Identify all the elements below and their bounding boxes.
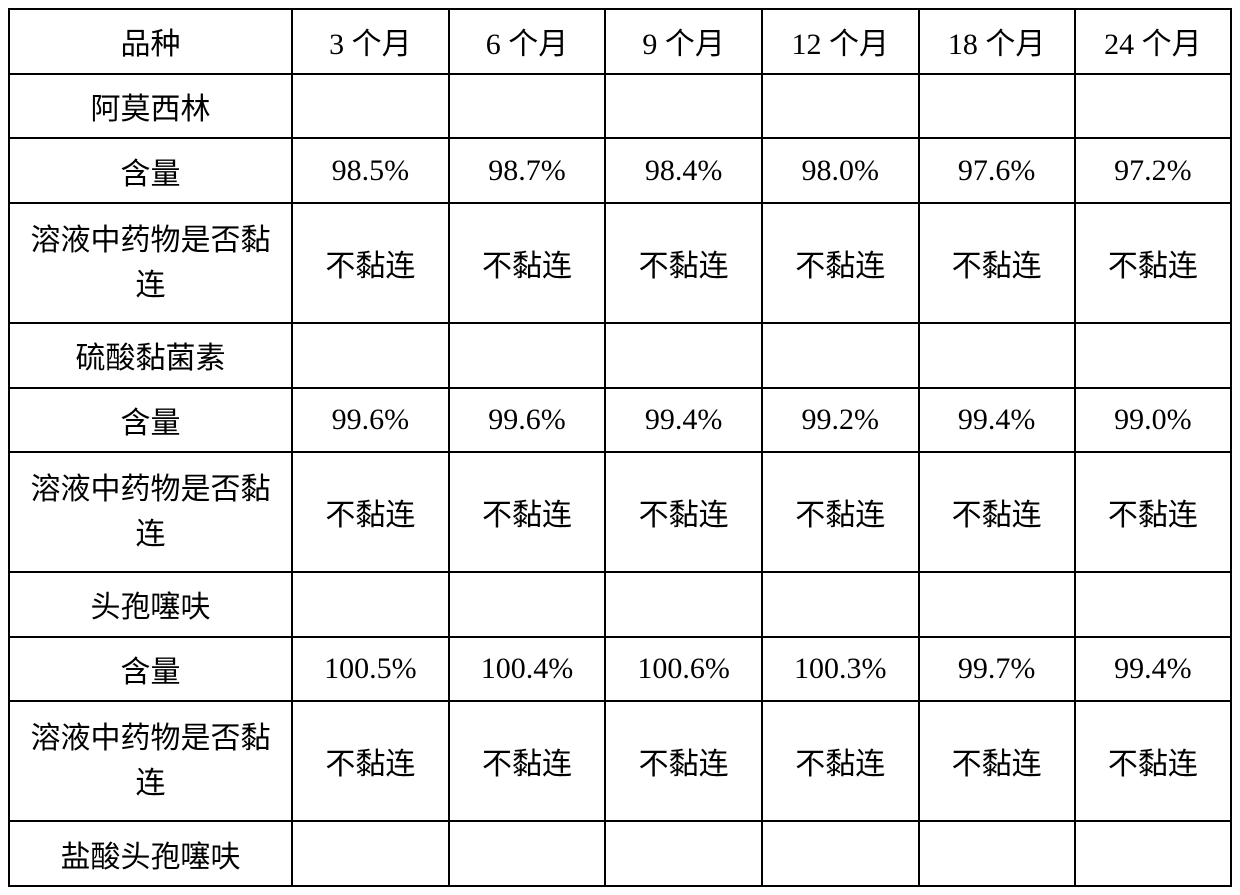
table-cell: 不黏连 [1075, 701, 1231, 821]
table-cell: 不黏连 [292, 203, 449, 323]
table-cell: 不黏连 [449, 203, 606, 323]
table-cell: 不黏连 [292, 701, 449, 821]
row-label: 盐酸头孢噻呋 [9, 821, 292, 886]
table-cell: 100.6% [605, 637, 762, 702]
table-cell: 97.2% [1075, 138, 1231, 203]
table-cell: 97.6% [919, 138, 1075, 203]
table-cell [292, 821, 449, 886]
table-cell: 99.4% [919, 388, 1075, 453]
table-cell: 不黏连 [292, 452, 449, 572]
table-cell [919, 821, 1075, 886]
table-row: 阿莫西林 [9, 74, 1231, 139]
table-row: 头孢噻呋 [9, 572, 1231, 637]
table-cell: 不黏连 [762, 452, 919, 572]
row-label: 含量 [9, 388, 292, 453]
header-variety: 品种 [9, 9, 292, 74]
table-cell: 不黏连 [1075, 452, 1231, 572]
header-18month: 18 个月 [919, 9, 1075, 74]
table-cell [1075, 821, 1231, 886]
table-cell [605, 74, 762, 139]
row-label: 含量 [9, 637, 292, 702]
table-cell [605, 572, 762, 637]
table-cell: 99.7% [919, 637, 1075, 702]
table-cell: 100.5% [292, 637, 449, 702]
table-cell [919, 323, 1075, 388]
table-row: 含量 98.5% 98.7% 98.4% 98.0% 97.6% 97.2% [9, 138, 1231, 203]
table-row: 溶液中药物是否黏连 不黏连 不黏连 不黏连 不黏连 不黏连 不黏连 [9, 203, 1231, 323]
table-cell: 不黏连 [449, 701, 606, 821]
table-header-row: 品种 3 个月 6 个月 9 个月 12 个月 18 个月 24 个月 [9, 9, 1231, 74]
header-12month: 12 个月 [762, 9, 919, 74]
table-cell [762, 821, 919, 886]
table-cell [449, 821, 606, 886]
header-9month: 9 个月 [605, 9, 762, 74]
row-label: 含量 [9, 138, 292, 203]
table-row: 溶液中药物是否黏连 不黏连 不黏连 不黏连 不黏连 不黏连 不黏连 [9, 452, 1231, 572]
table-cell: 98.4% [605, 138, 762, 203]
table-row: 含量 99.6% 99.6% 99.4% 99.2% 99.4% 99.0% [9, 388, 1231, 453]
table-cell: 100.4% [449, 637, 606, 702]
row-label: 硫酸黏菌素 [9, 323, 292, 388]
row-label: 溶液中药物是否黏连 [9, 203, 292, 323]
table-cell: 不黏连 [605, 203, 762, 323]
row-label: 溶液中药物是否黏连 [9, 701, 292, 821]
table-cell [762, 572, 919, 637]
stability-data-table: 品种 3 个月 6 个月 9 个月 12 个月 18 个月 24 个月 阿莫西林… [8, 8, 1232, 887]
table-cell [449, 323, 606, 388]
table-cell [292, 74, 449, 139]
table-cell [292, 323, 449, 388]
table-cell [1075, 572, 1231, 637]
table-row: 硫酸黏菌素 [9, 323, 1231, 388]
table-cell [605, 323, 762, 388]
table-cell [919, 74, 1075, 139]
table-row: 盐酸头孢噻呋 [9, 821, 1231, 886]
table-cell [762, 323, 919, 388]
table-cell: 99.4% [1075, 637, 1231, 702]
row-label: 溶液中药物是否黏连 [9, 452, 292, 572]
table-cell [1075, 323, 1231, 388]
table-cell: 100.3% [762, 637, 919, 702]
table-cell [919, 572, 1075, 637]
row-label: 头孢噻呋 [9, 572, 292, 637]
table-row: 溶液中药物是否黏连 不黏连 不黏连 不黏连 不黏连 不黏连 不黏连 [9, 701, 1231, 821]
header-3month: 3 个月 [292, 9, 449, 74]
table-cell: 不黏连 [1075, 203, 1231, 323]
table-cell: 不黏连 [762, 701, 919, 821]
table-cell [1075, 74, 1231, 139]
table-cell: 98.0% [762, 138, 919, 203]
table-cell: 98.7% [449, 138, 606, 203]
table-cell: 不黏连 [605, 701, 762, 821]
header-24month: 24 个月 [1075, 9, 1231, 74]
table-cell: 99.2% [762, 388, 919, 453]
table-cell: 98.5% [292, 138, 449, 203]
table-cell [762, 74, 919, 139]
table-cell [605, 821, 762, 886]
table-cell: 不黏连 [919, 203, 1075, 323]
header-6month: 6 个月 [449, 9, 606, 74]
table-cell: 99.0% [1075, 388, 1231, 453]
table-cell: 不黏连 [605, 452, 762, 572]
table-cell: 99.4% [605, 388, 762, 453]
table-cell: 不黏连 [919, 701, 1075, 821]
table-cell: 不黏连 [919, 452, 1075, 572]
table-cell: 99.6% [449, 388, 606, 453]
table-row: 含量 100.5% 100.4% 100.6% 100.3% 99.7% 99.… [9, 637, 1231, 702]
table-cell [449, 572, 606, 637]
table-cell: 不黏连 [449, 452, 606, 572]
table-cell [449, 74, 606, 139]
table-cell: 99.6% [292, 388, 449, 453]
table-cell [292, 572, 449, 637]
row-label: 阿莫西林 [9, 74, 292, 139]
table-cell: 不黏连 [762, 203, 919, 323]
